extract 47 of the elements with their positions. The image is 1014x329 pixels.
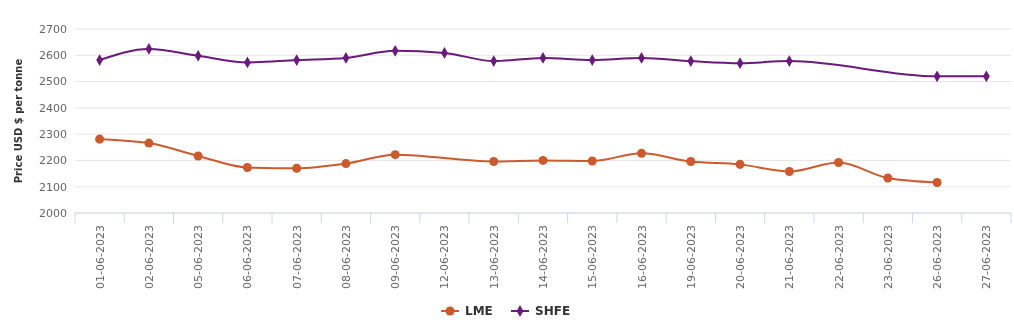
point [193, 151, 203, 161]
point [341, 159, 351, 169]
point [834, 158, 844, 168]
y-tick-label: 2700 [39, 22, 67, 36]
x-tick-label: 19-06-2023 [684, 225, 698, 289]
x-tick-label: 26-06-2023 [931, 225, 945, 289]
x-tick-label: 08-06-2023 [339, 225, 353, 289]
x-tick-label: 14-06-2023 [537, 225, 550, 289]
point [784, 166, 794, 176]
x-tick-label: 20-06-2023 [734, 225, 748, 289]
point [292, 163, 302, 173]
x-tick-label: 22-06-2023 [832, 225, 846, 289]
x-tick-label: 05-06-2023 [192, 225, 206, 289]
y-tick-label: 2500 [39, 75, 67, 89]
x-tick-label: 12-06-2023 [438, 225, 452, 289]
point [587, 156, 597, 166]
legend-label: LME [465, 304, 493, 319]
x-tick-label: 01-06-2023 [93, 225, 107, 289]
legend-label: SHFE [535, 304, 571, 319]
point [735, 159, 745, 169]
point [144, 138, 154, 148]
point [538, 155, 548, 165]
x-tick-label: 06-06-2023 [241, 225, 255, 289]
x-tick-label: 13-06-2023 [487, 225, 501, 289]
x-tick-label: 21-06-2023 [783, 225, 797, 289]
y-tick-label: 2600 [39, 49, 67, 63]
y-tick-label: 2000 [39, 206, 67, 220]
x-tick-label: 07-06-2023 [290, 225, 304, 289]
y-tick-label: 2300 [39, 127, 67, 141]
x-tick-label: 23-06-2023 [881, 225, 895, 289]
x-tick-label: 02-06-2023 [142, 225, 156, 289]
point [637, 148, 647, 158]
x-tick-label: 27-06-2023 [980, 225, 994, 289]
point [883, 173, 893, 183]
point [390, 150, 400, 160]
y-tick-label: 2100 [39, 180, 67, 194]
point [95, 134, 105, 144]
point [932, 178, 942, 188]
x-tick-label: 15-06-2023 [586, 225, 600, 289]
x-tick-label: 16-06-2023 [635, 225, 649, 289]
point [489, 156, 499, 166]
y-tick-label: 2400 [39, 101, 67, 115]
point [686, 156, 696, 166]
y-tick-label: 2200 [39, 154, 67, 168]
x-tick-label: 09-06-2023 [389, 225, 403, 289]
point [242, 163, 252, 173]
y-axis-title: Price USD $ per tonne [13, 58, 24, 184]
